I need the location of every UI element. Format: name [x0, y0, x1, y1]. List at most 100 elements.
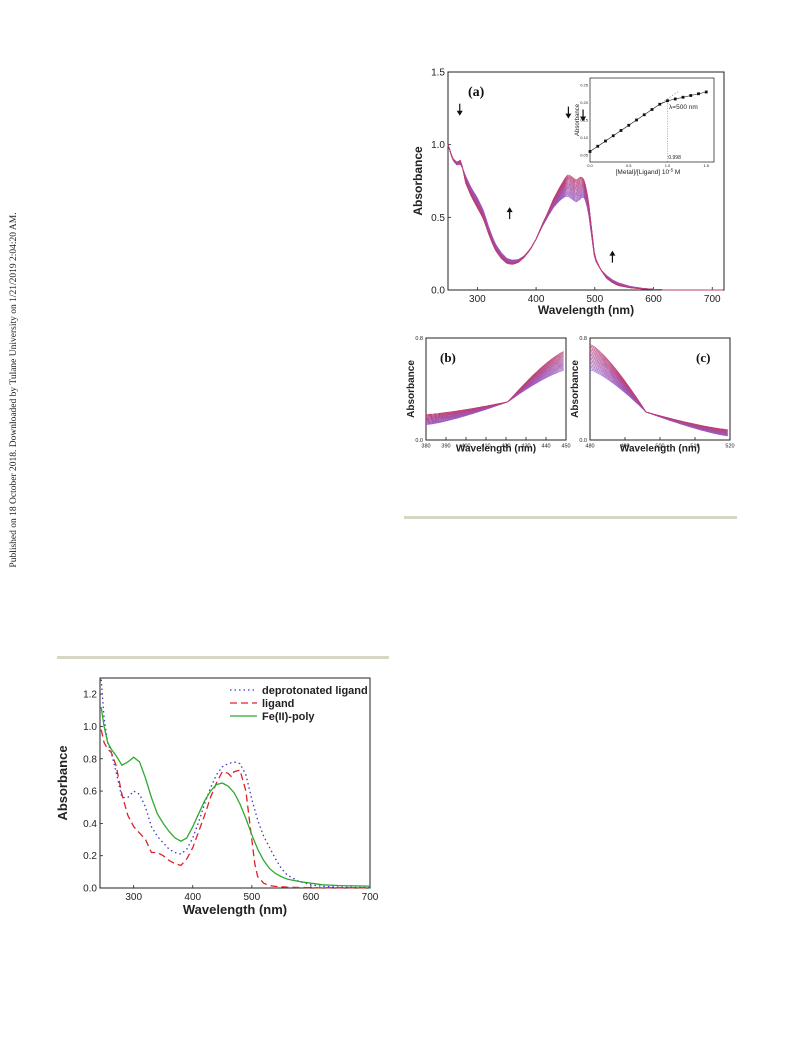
y-tick-label: 1.2	[83, 690, 97, 701]
spectra-group	[447, 144, 723, 291]
spectrum-line	[447, 144, 723, 291]
spectrum-line	[447, 144, 723, 291]
inset-y-axis-label: Absorbance	[575, 103, 581, 136]
inset-x-axis-label-unit: M	[673, 169, 680, 176]
trend-arrow-up	[609, 250, 616, 263]
y-tick-label: 0.0	[415, 438, 423, 444]
y-tick-label: 1.5	[431, 68, 445, 79]
plot-frame	[447, 71, 725, 291]
y-axis-label: Absorbance	[406, 360, 417, 418]
inset-x-tick-label: 1.0	[665, 163, 671, 168]
inset-point	[588, 150, 592, 153]
y-axis-label: Absorbance	[55, 745, 70, 820]
side-note: Published on 18 October 2018. Downloaded…	[6, 140, 22, 640]
y-tick-label: 0.0	[83, 884, 97, 895]
x-tick-label: 410	[481, 444, 490, 450]
x-axis-label: Wavelength (nm)	[183, 902, 287, 917]
y-tick-label: 0.0	[579, 438, 587, 444]
spectrum-line	[447, 144, 723, 291]
inset-point	[689, 94, 693, 97]
spectrum-line	[447, 144, 723, 291]
inset-x-axis-label-exponent: -5	[669, 168, 673, 173]
panel-label-c: (c)	[696, 350, 710, 365]
inset-point	[666, 99, 669, 103]
panel-label-b: (b)	[440, 350, 456, 365]
y-tick-label: 0.0	[431, 286, 445, 297]
spectrum-line	[447, 144, 723, 291]
inset-y-tick-label: 0.05	[580, 153, 589, 158]
figure-top-divider	[57, 656, 389, 659]
x-tick-label: 440	[541, 444, 550, 450]
chart-comparison: 300 400 500 600 700 0.0 0.2 0.4 0.6 0.8 1.0 1.2 Wave…	[55, 677, 379, 917]
side-note-text: Published on 18 October 2018. Downloaded…	[9, 212, 19, 568]
y-tick-label: 0.2	[83, 851, 97, 862]
y-tick-label: 0.8	[83, 754, 97, 765]
y-axis-label: Absorbance	[411, 146, 425, 216]
spectrum-line	[447, 144, 723, 291]
x-tick-label: 400	[461, 444, 470, 450]
x-tick-label: 600	[303, 892, 320, 903]
x-tick-label: 700	[362, 892, 379, 903]
x-tick-label: 700	[704, 294, 721, 305]
inset-point	[596, 144, 600, 148]
series-line-1	[100, 729, 370, 889]
x-tick-label: 520	[725, 444, 734, 450]
y-tick-label: 0.5	[431, 213, 445, 224]
x-tick-label: 380	[421, 444, 430, 450]
arrow-head	[565, 113, 572, 119]
x-tick-label: 300	[469, 294, 486, 305]
inset-point	[604, 139, 607, 143]
legend-label: Fe(II)-poly	[262, 711, 315, 723]
inset-point	[658, 102, 662, 106]
spectrum-line	[447, 144, 723, 291]
inset-x-axis-label: [Metal]/[Ligand] 10-5 M	[616, 168, 681, 177]
spectrum-line	[447, 144, 723, 291]
arrow-head	[580, 116, 587, 122]
x-axis-label: Wavelength (nm)	[456, 444, 536, 455]
inset-y-tick-label: 0.15	[580, 118, 589, 123]
spectrum-line	[447, 144, 723, 291]
inset-annotation: λ=500 nm	[669, 104, 698, 111]
spectrum-line	[447, 144, 723, 291]
x-tick-label: 430	[521, 444, 530, 450]
spectra-group	[589, 344, 728, 437]
y-tick-label: 0.8	[415, 336, 423, 342]
spectra-group	[425, 351, 564, 425]
inset-point	[681, 95, 685, 99]
spectrum-line	[447, 144, 723, 291]
arrow-head	[609, 250, 616, 256]
legend-label: ligand	[262, 698, 294, 710]
y-tick-label: 1.0	[83, 722, 97, 733]
figure-bottom-divider	[404, 516, 737, 519]
spectrum-line	[589, 358, 728, 434]
x-tick-label: 300	[125, 892, 142, 903]
spectrum-line	[447, 144, 723, 291]
inset-point	[627, 123, 631, 127]
inset-point	[673, 97, 677, 101]
panel-label-a: (a)	[468, 85, 485, 100]
inset-line	[589, 91, 707, 152]
y-tick-label: 1.0	[431, 140, 445, 151]
inset-point	[635, 118, 638, 122]
trend-arrow-up	[506, 207, 513, 220]
inset-frame	[589, 77, 715, 163]
y-tick-label: 0.6	[83, 787, 97, 798]
trend-arrow-down	[456, 103, 463, 116]
x-tick-label: 500	[586, 294, 603, 305]
x-tick-label: 500	[243, 892, 260, 903]
spectrum-line	[425, 356, 564, 418]
y-axis-label: Absorbance	[570, 360, 581, 418]
arrow-head	[506, 207, 513, 213]
inset-x-tick-label: 0.0	[587, 163, 593, 168]
inset-y-tick-label: 0.25	[580, 83, 589, 88]
spectrum-line	[589, 364, 728, 435]
chart-panel-a: 300 400 500 600 700 0.0 0.5 1.0 1.5 Wavelength (n…	[411, 68, 725, 317]
series-line-2	[100, 707, 371, 887]
inset-y-tick-label: 0.20	[580, 100, 589, 105]
spectrum-line	[447, 144, 723, 291]
spectrum-line	[425, 351, 564, 415]
spectrum-line	[447, 144, 723, 291]
arrow-head	[456, 110, 463, 116]
spectrum-line	[589, 344, 728, 430]
